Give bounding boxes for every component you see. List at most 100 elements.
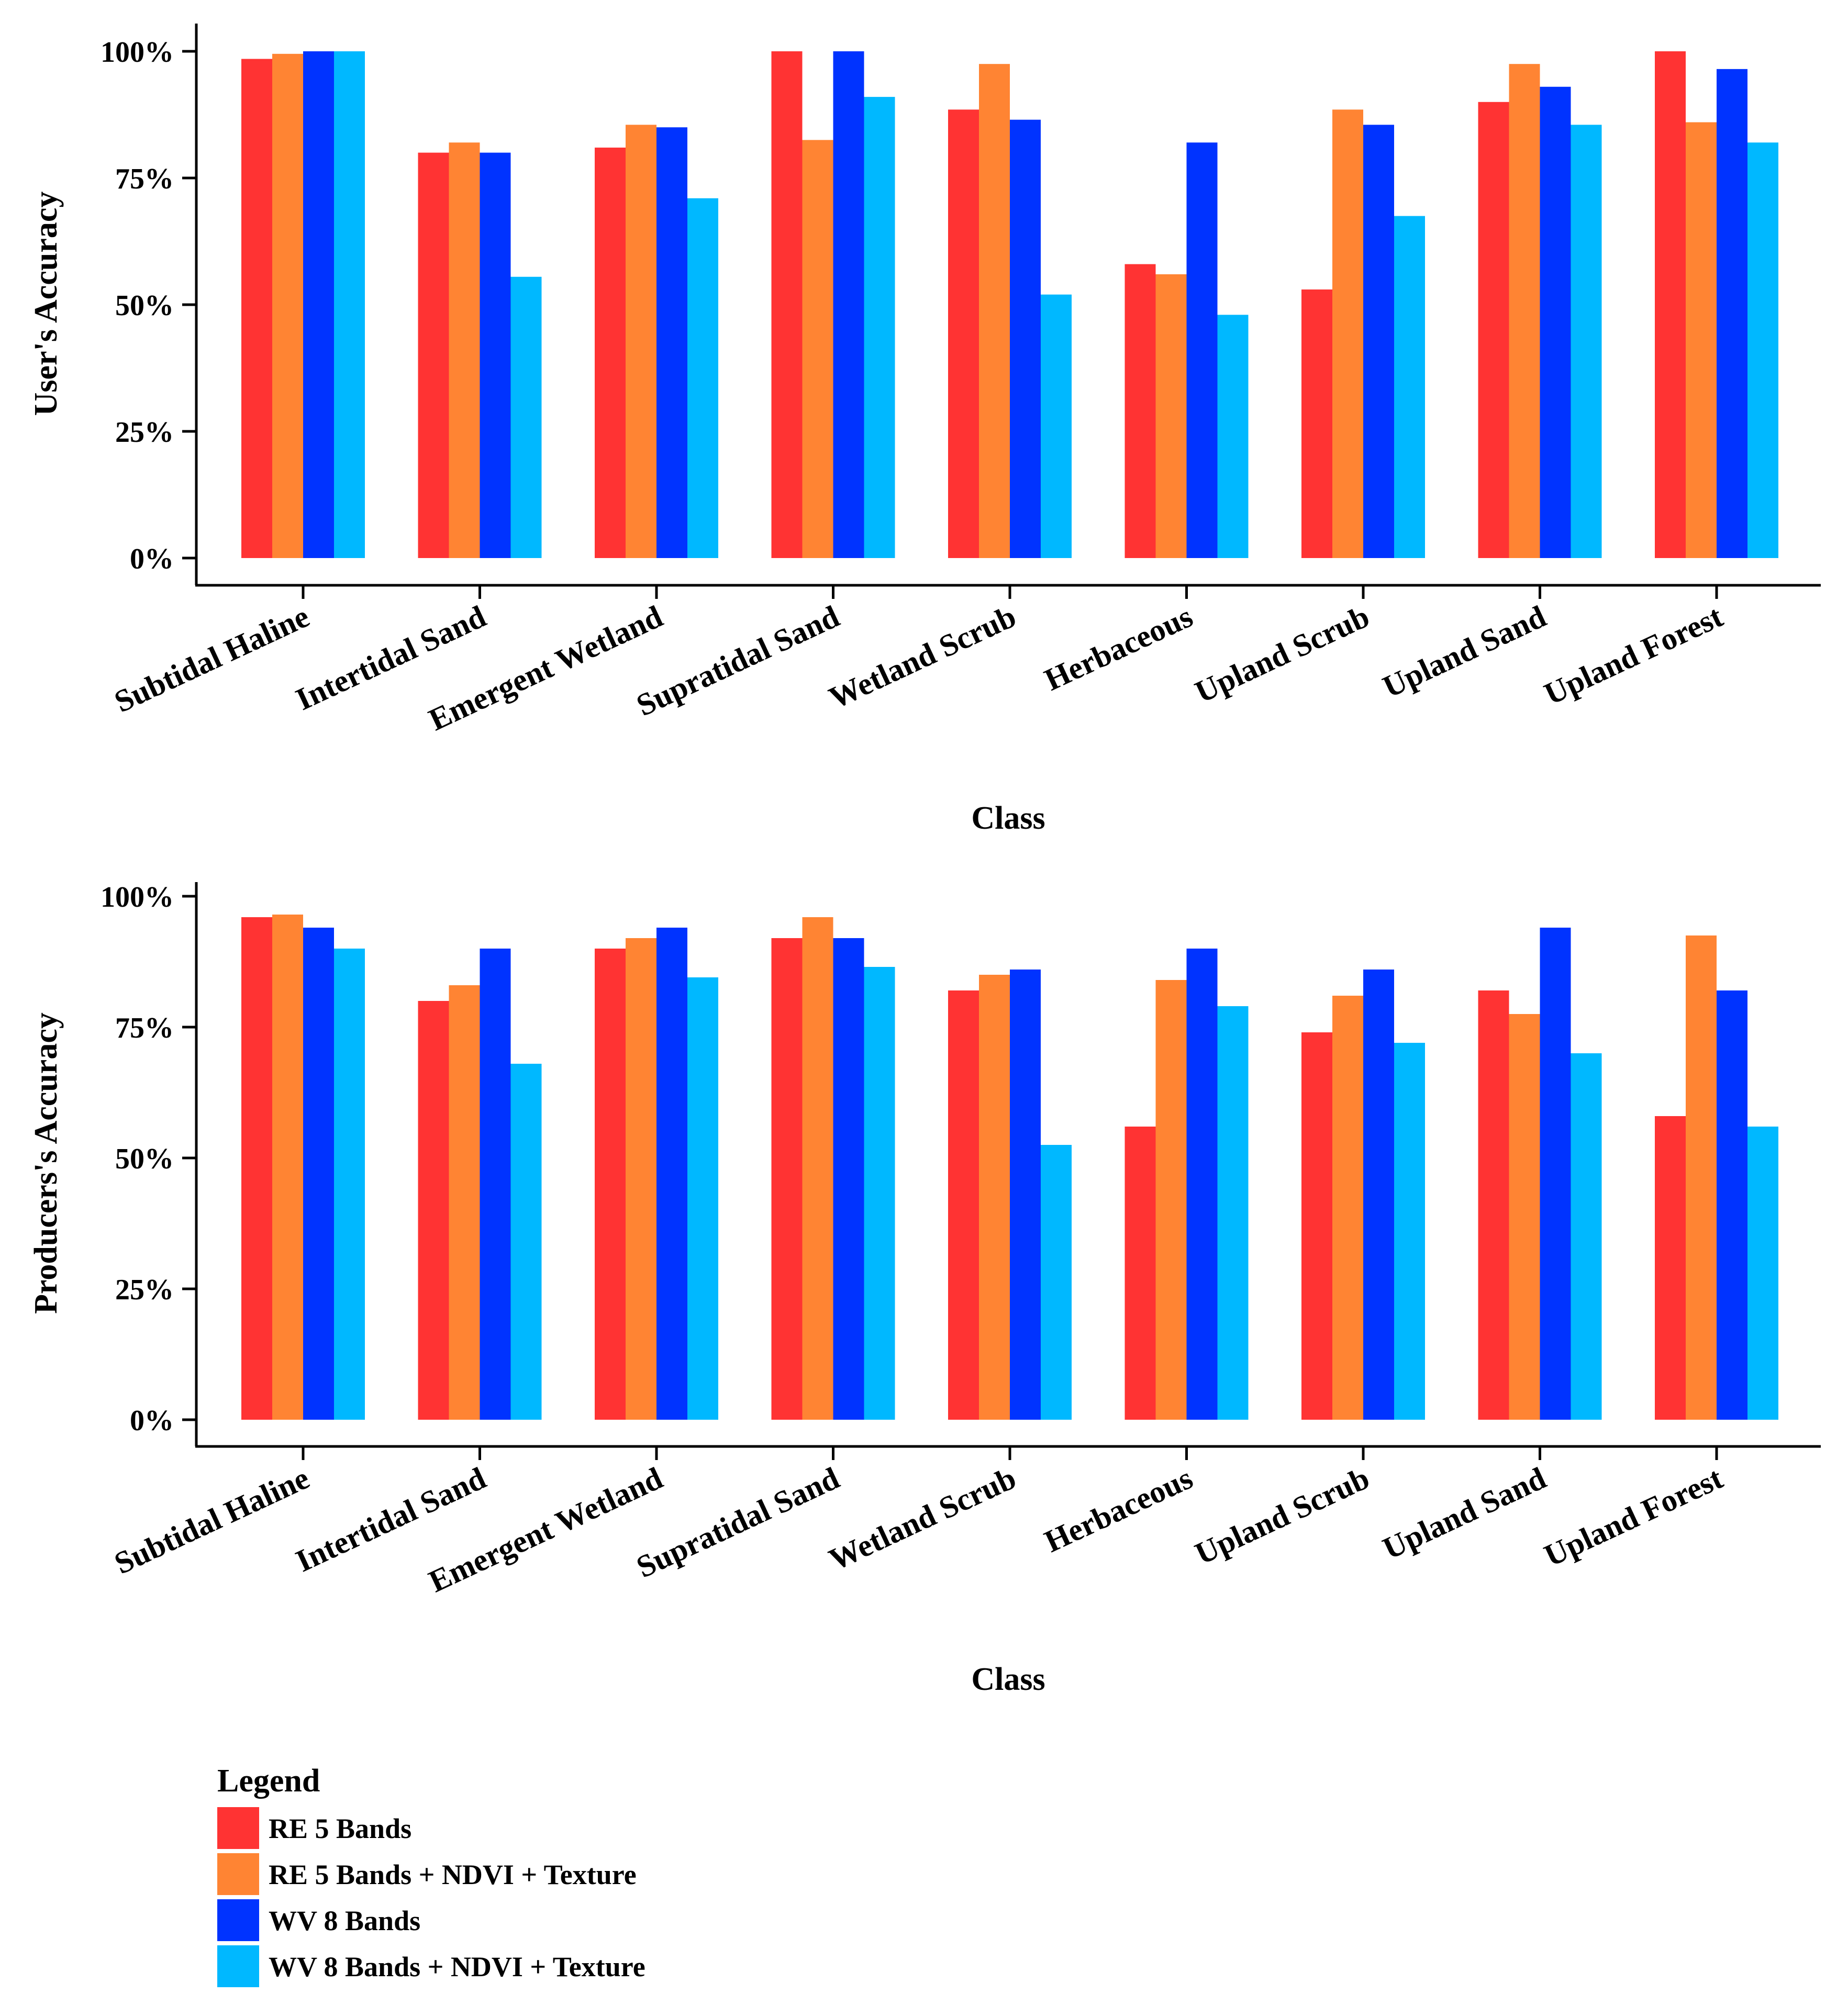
bar-re5 [1478,990,1509,1420]
y-tick-label: 50% [115,289,174,322]
bar-wv8-ndvi [510,1064,542,1420]
y-tick-label: 100% [101,36,174,69]
legend: Legend RE 5 Bands RE 5 Bands + NDVI + Te… [217,1763,645,1987]
x-tick-label: Herbaceous [1039,599,1198,697]
producers-accuracy-chart: 0% 25% 50% 75% 100% Subtidal HalineIntertida… [28,881,1821,1697]
bar-re5-ndvi [1155,980,1187,1420]
bar-re5 [771,938,803,1420]
y-tick-label: 25% [115,1274,174,1306]
bar-re5-ndvi [1332,996,1363,1420]
x-tick-label: Upland Scrub [1190,1461,1375,1571]
bar-wv8 [1010,970,1041,1420]
bar-wv8 [833,51,864,558]
bar-wv8 [1540,86,1571,558]
x-tick-label: Supratidal Sand [631,1461,844,1585]
legend-label-re5: RE 5 Bands [269,1813,411,1844]
bar-re5-ndvi [1332,109,1363,558]
bar-re5-ndvi [626,125,656,559]
bar-wv8 [1363,970,1394,1420]
bar-re5-ndvi [449,142,480,558]
bar-wv8-ndvi [1571,125,1602,559]
bar-wv8-ndvi [334,949,365,1420]
y-tick-label: 50% [115,1143,174,1175]
bar-wv8-ndvi [1041,294,1072,558]
bar-re5-ndvi [1686,935,1717,1420]
bar-wv8-ndvi [864,97,895,558]
bar-re5 [771,51,803,558]
bar-wv8-ndvi [1571,1053,1602,1420]
x-axis-title: Class [971,800,1045,836]
bar-wv8 [1363,125,1394,559]
x-tick-label: Subtidal Haline [109,599,314,719]
x-tick-label: Upland Scrub [1190,599,1375,709]
bar-wv8 [656,127,687,558]
bar-wv8-ndvi [687,977,718,1420]
bar-wv8-ndvi [1217,315,1249,558]
bar-wv8-ndvi [510,276,542,558]
bar-wv8 [480,949,511,1420]
legend-label-wv8-ndvi: WV 8 Bands + NDVI + Texture [269,1951,645,1982]
bar-re5 [1655,1116,1686,1420]
bar-re5-ndvi [626,938,656,1420]
users-accuracy-chart: 0% 25% 50% 75% 100% Subtidal HalineIntertida… [28,24,1821,836]
y-ticks: 0% 25% 50% 75% 100% [101,36,196,575]
bar-re5-ndvi [979,64,1010,558]
bar-re5-ndvi [1509,1014,1540,1420]
y-tick-label: 75% [115,163,174,195]
legend-label-wv8: WV 8 Bands [269,1905,420,1936]
bar-wv8 [1540,928,1571,1420]
bar-re5-ndvi [1155,274,1187,558]
y-tick-label: 75% [115,1012,174,1044]
legend-swatch-wv8-ndvi [217,1945,259,1987]
y-axis-title: Producers's Accuracy [28,1012,64,1314]
bar-marks [241,51,1778,559]
bar-re5-ndvi [272,53,303,559]
bar-wv8 [656,928,687,1420]
x-tick-label: Upland Forest [1539,599,1728,711]
x-axis-title: Class [971,1662,1045,1697]
legend-swatch-re5 [217,1807,259,1849]
y-tick-label: 0% [130,543,174,575]
bar-wv8 [1186,949,1218,1420]
bar-re5 [595,949,626,1420]
bar-re5 [418,1001,449,1420]
bar-re5 [418,152,449,559]
bar-re5-ndvi [272,915,303,1420]
bar-re5 [595,147,626,558]
y-ticks: 0% 25% 50% 75% 100% [101,881,196,1437]
bar-re5 [948,990,979,1420]
bar-re5 [1301,289,1332,558]
bar-wv8 [303,928,334,1420]
bar-wv8 [1186,142,1218,558]
bar-re5 [1301,1032,1332,1420]
bar-wv8-ndvi [1747,1127,1778,1420]
legend-swatch-re5-ndvi [217,1853,259,1895]
bar-wv8 [1717,990,1747,1420]
x-tick-label: Subtidal Haline [109,1461,314,1581]
bar-wv8-ndvi [1747,142,1778,558]
bar-wv8-ndvi [1394,1043,1425,1420]
x-tick-label: Wetland Scrub [824,1461,1021,1577]
y-tick-label: 0% [130,1405,174,1437]
bar-re5 [241,59,272,558]
bar-wv8-ndvi [687,198,718,559]
bar-wv8-ndvi [1394,216,1425,559]
bar-wv8 [1717,69,1747,558]
bar-wv8 [833,938,864,1420]
legend-swatch-wv8 [217,1899,259,1941]
y-tick-label: 100% [101,881,174,914]
bar-re5 [1125,1127,1156,1420]
x-tick-label: Upland Sand [1377,599,1551,704]
bar-re5-ndvi [802,917,833,1420]
bar-wv8-ndvi [1041,1145,1072,1420]
bar-re5-ndvi [1509,64,1540,558]
x-tick-label: Supratidal Sand [631,599,844,723]
x-tick-label: Wetland Scrub [824,599,1021,716]
bar-wv8 [480,152,511,559]
bar-re5 [1655,51,1686,558]
bar-wv8-ndvi [334,51,365,558]
y-axis-title: User's Accuracy [28,192,64,416]
x-tick-label: Upland Sand [1377,1461,1551,1566]
